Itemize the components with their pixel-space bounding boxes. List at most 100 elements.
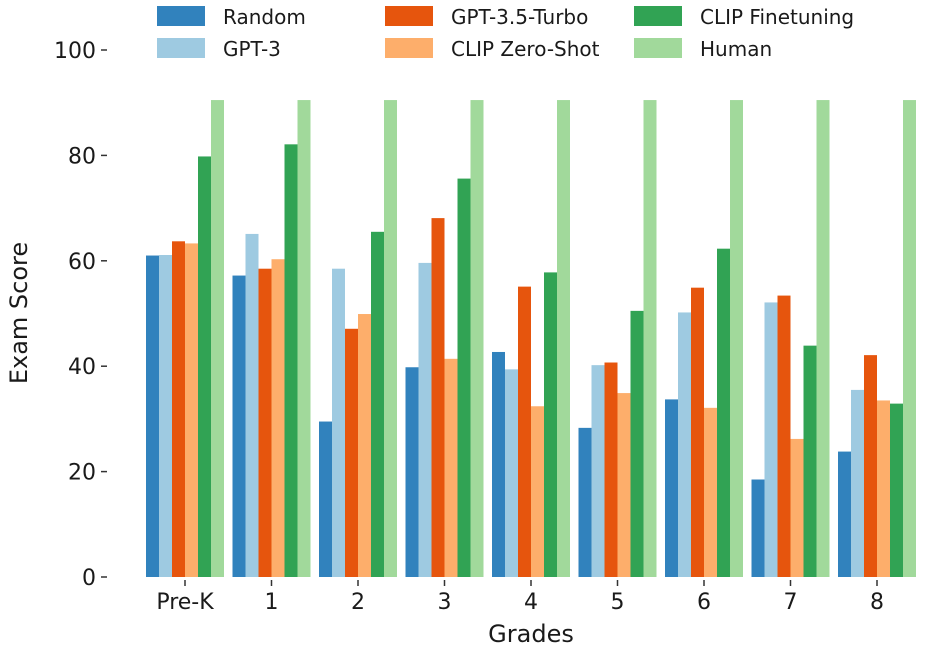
bar (319, 421, 332, 577)
bar-group (492, 100, 570, 577)
bar-group (751, 100, 830, 577)
x-tick-label: 8 (870, 590, 884, 615)
bar (704, 407, 717, 577)
bar (345, 328, 358, 577)
x-tick-label: 1 (265, 590, 279, 615)
bar (851, 389, 864, 577)
bar (544, 272, 557, 577)
x-tick-label: 6 (697, 590, 711, 615)
legend: Random GPT-3 GPT-3.5-Turbo CLIP Zero-Shot CL… (157, 5, 854, 61)
bar (146, 255, 159, 577)
bar (384, 100, 397, 577)
bar (691, 287, 704, 577)
bar (444, 358, 458, 577)
bar-group (319, 100, 397, 577)
legend-label: GPT-3 (223, 37, 281, 61)
legend-label: Random (223, 5, 306, 29)
bar (232, 275, 246, 577)
bars (146, 100, 916, 578)
x-tick-label: 4 (524, 590, 538, 615)
y-tick-label: 100 (54, 39, 96, 64)
bar-group (665, 100, 743, 577)
bar (591, 365, 605, 577)
y-tick-label: 60 (68, 250, 96, 275)
x-tick-label: 7 (784, 590, 798, 615)
bar (457, 178, 471, 577)
bar (431, 218, 445, 577)
bar (903, 100, 916, 577)
x-tick-label: Pre-K (156, 590, 214, 615)
bar (470, 100, 484, 577)
bar (284, 144, 298, 577)
y-axis-label: Exam Score (5, 242, 33, 384)
bar (211, 100, 224, 577)
bar (505, 369, 518, 577)
bar-group (146, 100, 224, 578)
bar (271, 259, 285, 577)
legend-label: CLIP Finetuning (700, 5, 854, 29)
bar (816, 100, 830, 577)
bar (172, 241, 185, 577)
bar (803, 345, 817, 577)
y-axis: 0 20 40 60 80 100 (54, 39, 107, 591)
legend-swatch (385, 6, 433, 26)
bar (643, 100, 657, 577)
bar-group (838, 100, 916, 577)
bar (358, 314, 371, 577)
y-tick-label: 40 (68, 355, 96, 380)
legend-label: Human (700, 37, 772, 61)
bar (492, 351, 505, 577)
x-axis: Pre-K 1 2 3 4 5 6 7 8 (156, 580, 884, 615)
legend-item: Random (157, 5, 306, 29)
bar (864, 355, 877, 577)
legend-swatch (385, 38, 433, 58)
legend-label: CLIP Zero-Shot (451, 37, 600, 61)
bar (405, 367, 419, 577)
bar (617, 393, 631, 577)
bar (678, 312, 691, 577)
bar (245, 233, 259, 577)
bar (665, 399, 678, 577)
bar (764, 302, 778, 577)
y-tick-label: 20 (68, 461, 96, 486)
bar-group (232, 100, 311, 577)
legend-label: GPT-3.5-Turbo (451, 5, 588, 29)
legend-swatch (157, 38, 205, 58)
bar (198, 156, 211, 578)
legend-swatch (157, 6, 205, 26)
x-tick-label: 5 (611, 590, 625, 615)
bar (185, 243, 198, 577)
legend-item: CLIP Finetuning (634, 5, 854, 29)
bar (578, 427, 592, 577)
x-tick-label: 2 (351, 590, 365, 615)
y-tick-label: 80 (68, 144, 96, 169)
bar (371, 231, 384, 577)
legend-swatch (634, 6, 682, 26)
x-axis-label: Grades (488, 620, 574, 648)
bar (751, 479, 765, 577)
y-tick-label: 0 (82, 566, 96, 591)
bar (604, 362, 618, 577)
legend-item: GPT-3 (157, 37, 281, 61)
legend-item: GPT-3.5-Turbo (385, 5, 588, 29)
bar (557, 100, 570, 577)
bar (877, 400, 890, 577)
bar (518, 286, 531, 577)
bar (258, 268, 272, 577)
bar (418, 262, 432, 577)
bar-group (578, 100, 657, 577)
bar (531, 406, 544, 577)
legend-item: Human (634, 37, 772, 61)
legend-item: CLIP Zero-Shot (385, 37, 600, 61)
bar (332, 268, 345, 577)
bar (838, 451, 851, 577)
bar (159, 255, 172, 578)
legend-swatch (634, 38, 682, 58)
bar-group (405, 100, 484, 577)
bar (630, 310, 644, 577)
bar (730, 100, 743, 577)
bar (297, 100, 311, 577)
bar (790, 438, 804, 577)
bar (890, 403, 903, 577)
